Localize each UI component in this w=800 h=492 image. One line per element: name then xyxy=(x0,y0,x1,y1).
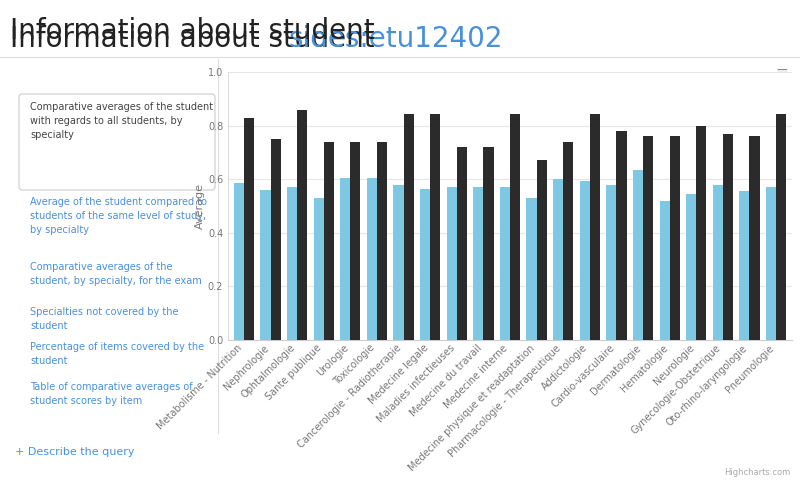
Bar xyxy=(340,178,350,340)
Text: Information about student: Information about student xyxy=(10,17,384,45)
Text: Table of comparative averages of
student scores by item: Table of comparative averages of student… xyxy=(30,382,193,406)
Bar xyxy=(483,147,494,340)
Text: Specialties not covered by the
student: Specialties not covered by the student xyxy=(30,307,178,331)
Bar xyxy=(510,114,520,340)
Bar xyxy=(446,187,457,340)
Bar xyxy=(713,184,723,340)
Bar xyxy=(580,181,590,340)
Bar xyxy=(244,118,254,340)
Text: Percentage of items covered by the
student: Percentage of items covered by the stude… xyxy=(30,342,204,366)
Bar xyxy=(606,184,617,340)
Bar xyxy=(270,139,281,340)
Bar xyxy=(234,183,244,340)
Text: Information about student: Information about student xyxy=(10,25,383,53)
Text: sides:etu12402: sides:etu12402 xyxy=(288,25,502,53)
Bar xyxy=(750,136,759,340)
Bar xyxy=(526,198,537,340)
Bar xyxy=(403,114,414,340)
Bar xyxy=(670,136,680,340)
Bar xyxy=(457,147,467,340)
Y-axis label: Average: Average xyxy=(195,183,205,229)
Bar xyxy=(643,136,653,340)
Bar xyxy=(766,187,776,340)
Bar xyxy=(474,187,483,340)
Text: ≡: ≡ xyxy=(775,65,788,80)
Bar xyxy=(617,131,626,340)
Bar xyxy=(723,134,733,340)
Bar xyxy=(696,125,706,340)
Text: Comparative averages of the student
with regards to all students, by
specialty: Comparative averages of the student with… xyxy=(30,102,213,140)
Bar xyxy=(314,198,324,340)
Text: + Describe the query: + Describe the query xyxy=(15,447,134,457)
Bar xyxy=(420,188,430,340)
Bar xyxy=(297,110,307,340)
Bar xyxy=(776,114,786,340)
Bar xyxy=(394,184,403,340)
Bar xyxy=(500,187,510,340)
Bar xyxy=(553,179,563,340)
Bar xyxy=(261,190,270,340)
Bar xyxy=(367,178,377,340)
Bar xyxy=(350,142,361,340)
Bar xyxy=(430,114,440,340)
FancyBboxPatch shape xyxy=(19,94,215,190)
Bar xyxy=(686,194,696,340)
Bar xyxy=(377,142,387,340)
Text: Highcharts.com: Highcharts.com xyxy=(724,468,790,477)
Bar xyxy=(287,187,297,340)
Bar xyxy=(659,201,670,340)
Bar xyxy=(633,170,643,340)
Bar xyxy=(563,142,574,340)
Bar xyxy=(537,160,546,340)
Bar xyxy=(739,191,750,340)
Text: Average of the student compared to
students of the same level of study,
by speci: Average of the student compared to stude… xyxy=(30,197,207,235)
Text: Comparative averages of the
student, by specialty, for the exam: Comparative averages of the student, by … xyxy=(30,262,202,286)
Bar xyxy=(324,142,334,340)
Bar xyxy=(590,114,600,340)
